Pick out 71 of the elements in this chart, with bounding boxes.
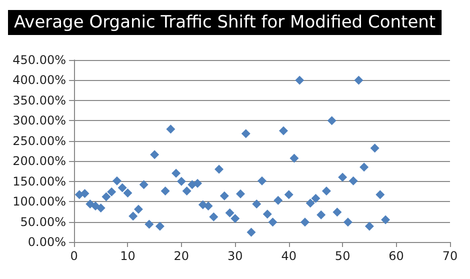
chart-title: Average Organic Traffic Shift for Modified Content [14, 12, 436, 32]
point [112, 176, 122, 186]
point [246, 228, 256, 237]
point [160, 186, 170, 196]
point [364, 222, 374, 231]
point [214, 164, 224, 174]
point [220, 191, 229, 200]
point [306, 198, 315, 208]
point [90, 202, 100, 211]
y-tick-label: 150.00% [12, 174, 66, 188]
point [252, 199, 262, 208]
point [278, 126, 288, 136]
x-tick-label: 50 [334, 249, 350, 263]
y-tick-label: 250.00% [12, 134, 66, 148]
point [290, 154, 299, 163]
point [166, 124, 176, 134]
point [128, 212, 138, 221]
x-tick-label: 60 [388, 249, 404, 263]
point [316, 210, 326, 220]
point [225, 208, 234, 218]
point [381, 215, 390, 224]
point [193, 178, 202, 188]
point [209, 212, 218, 222]
point [230, 214, 240, 224]
point [322, 186, 331, 196]
point [376, 190, 385, 200]
x-tick-label: 30 [228, 249, 243, 263]
point [102, 192, 111, 202]
point [360, 162, 369, 172]
point [327, 116, 336, 126]
point [370, 144, 380, 153]
point [311, 194, 320, 203]
point [241, 129, 250, 138]
x-tick-label: 40 [281, 249, 296, 263]
point [343, 218, 352, 227]
point [236, 189, 246, 198]
point [96, 204, 106, 213]
point [118, 183, 127, 192]
x-tick-label: 70 [442, 249, 458, 263]
x-tick-label: 10 [120, 249, 136, 263]
point [150, 150, 160, 160]
point [338, 172, 348, 182]
point [134, 204, 143, 214]
y-tick-label: 100.00% [12, 194, 66, 209]
y-tick-label: 200.00% [12, 154, 66, 168]
point [332, 208, 342, 217]
point [268, 218, 278, 227]
point [295, 76, 304, 85]
point [262, 210, 272, 219]
point [107, 187, 116, 196]
point [123, 188, 132, 198]
y-tick-label: 450.00% [12, 53, 66, 67]
y-tick-label: 300.00% [12, 114, 66, 128]
point [284, 190, 294, 200]
point [182, 186, 192, 196]
point [155, 222, 164, 231]
point [172, 168, 181, 178]
point [139, 180, 148, 190]
y-tick-label: 350.00% [12, 93, 66, 108]
y-tick-label: 0.00% [28, 235, 66, 249]
y-tick-label: 50.00% [20, 214, 66, 229]
y-tick-label: 400.00% [12, 73, 66, 88]
point [176, 176, 186, 186]
point [258, 176, 266, 186]
point [354, 76, 364, 85]
x-tick-label: 20 [174, 249, 190, 263]
point [274, 196, 283, 205]
point [300, 218, 310, 227]
point [144, 220, 154, 229]
point [348, 176, 358, 186]
x-tick-label: 0 [70, 249, 78, 263]
